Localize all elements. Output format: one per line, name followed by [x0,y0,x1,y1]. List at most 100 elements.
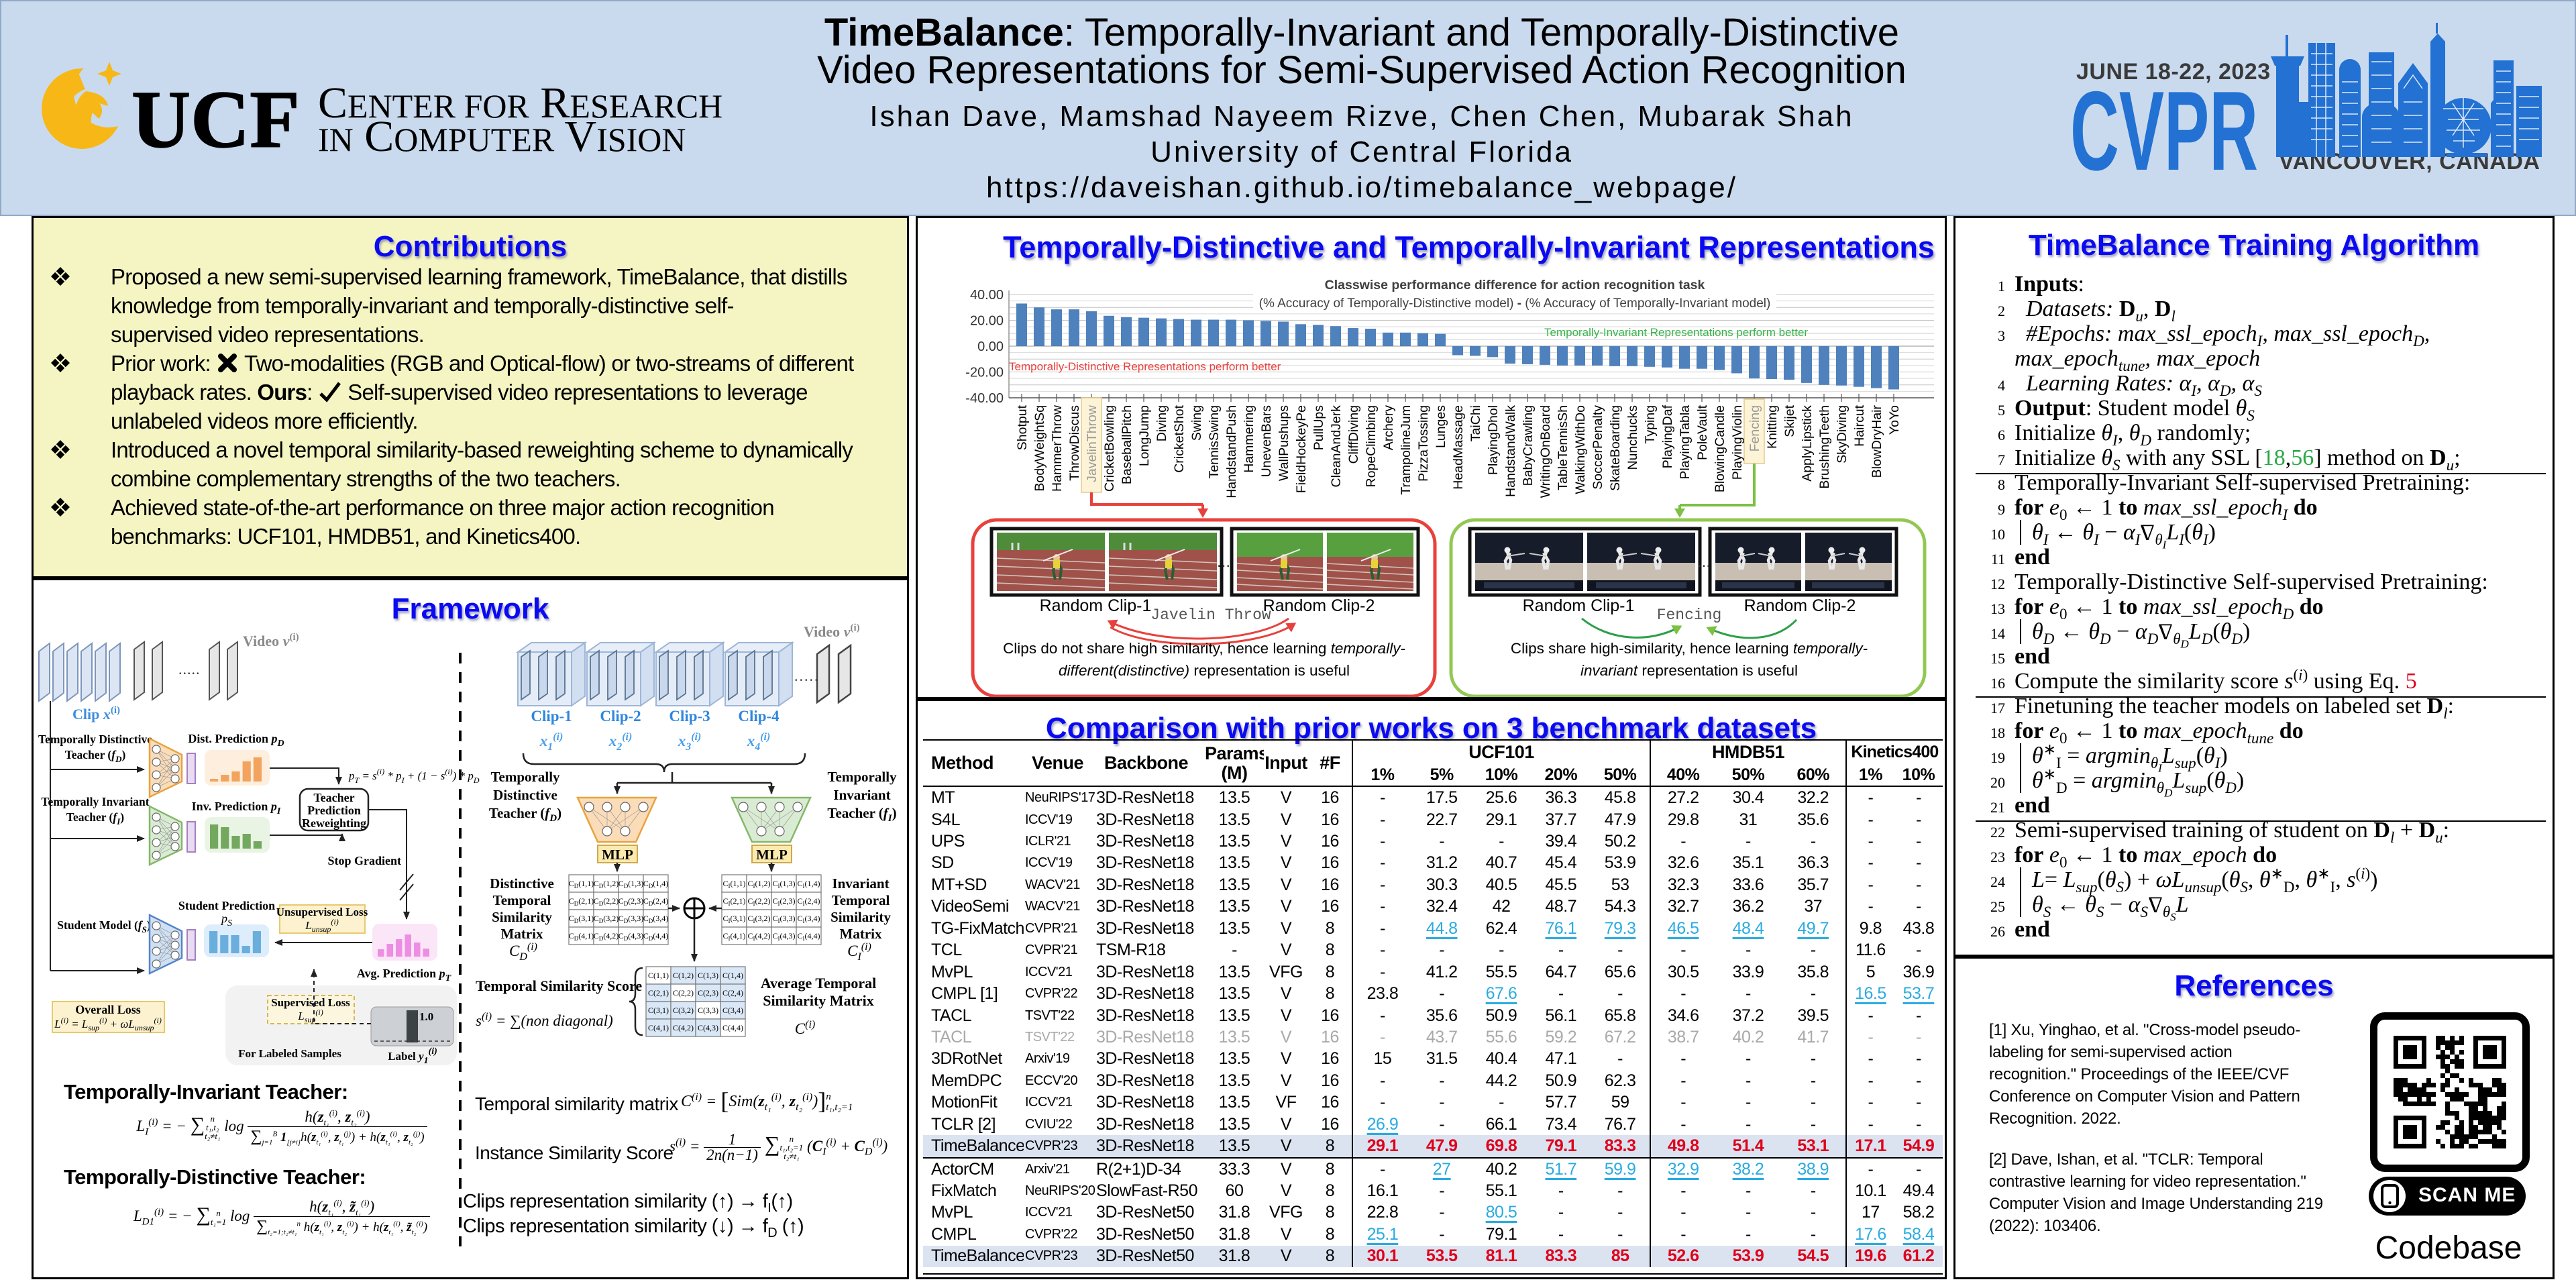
svg-text:Matrix: Matrix [501,926,543,942]
svg-text:TableTennisSh: TableTennisSh [1556,405,1570,490]
svg-text:(% Accuracy of Temporally-Dist: (% Accuracy of Temporally-Distinctive mo… [1259,297,1771,311]
svg-text:TennisSwing: TennisSwing [1207,405,1222,478]
svg-text:WritingOnBoard: WritingOnBoard [1538,405,1553,498]
svg-text:Avg. Prediction pT: Avg. Prediction pT [357,967,452,983]
svg-text:Nunchucks: Nunchucks [1625,405,1640,470]
svg-text:Teacher (fI): Teacher (fI) [827,805,896,824]
svg-text:-20.00: -20.00 [965,366,1004,380]
svg-text:Swing: Swing [1189,405,1204,441]
svg-text:CD(1,1): CD(1,1) [569,879,594,890]
svg-text:BodyWeightSq: BodyWeightSq [1032,405,1047,492]
svg-text:Shotput: Shotput [1015,405,1030,450]
svg-text:CD(2,4): CD(2,4) [643,896,669,907]
svg-text:Clip-1: Clip-1 [531,708,572,724]
svg-text:PlayingDaf: PlayingDaf [1660,405,1675,468]
svg-text:Overall Loss: Overall Loss [75,1003,141,1016]
svg-text:Temporally: Temporally [490,769,560,785]
svg-text:CD(3,4): CD(3,4) [643,914,669,924]
svg-text:PlayingTabla: PlayingTabla [1678,405,1693,480]
svg-text:0.00: 0.00 [977,339,1004,354]
svg-text:C(3,4): C(3,4) [722,1006,743,1015]
svg-text:Temporally Distinctive: Temporally Distinctive [38,733,152,746]
svg-text:Supervised Loss: Supervised Loss [271,996,350,1009]
svg-text:ApplyLipstick: ApplyLipstick [1800,405,1815,482]
svg-text:.....: ..... [178,661,201,678]
svg-text:CI(2,2): CI(2,2) [747,896,770,907]
svg-text:s(i) = ∑(non diagonal): s(i) = ∑(non diagonal) [476,1011,613,1029]
svg-text:Clip x(i): Clip x(i) [72,705,120,722]
svg-text:CI(4,2): CI(4,2) [747,931,770,942]
svg-text:C(4,2): C(4,2) [673,1023,694,1032]
svg-text:CricketShot: CricketShot [1172,405,1187,472]
svg-text:BrushingTeeth: BrushingTeeth [1817,405,1832,489]
svg-text:CI(1,3): CI(1,3) [772,879,795,890]
svg-text:Student Model (fS): Student Model (fS) [57,918,151,934]
svg-text:Distinctive: Distinctive [493,787,557,803]
svg-text:CI(3,3): CI(3,3) [772,914,795,924]
svg-text:CI(2,1): CI(2,1) [722,896,745,907]
svg-text:Lunges: Lunges [1434,405,1448,448]
svg-text:CD(4,1): CD(4,1) [569,931,594,942]
svg-text:Diving: Diving [1155,405,1169,441]
svg-text:Temporally Invariant: Temporally Invariant [41,795,149,808]
svg-text:pT = s(i) * pI + (1 − s(i)) *: pT = s(i) * pI + (1 − s(i)) * pD [348,767,480,785]
svg-text:SoccerPenalty: SoccerPenalty [1591,405,1605,490]
svg-text:CI(i): CI(i) [847,941,871,963]
svg-text:Invariant: Invariant [832,875,889,892]
svg-text:Reweighting: Reweighting [302,816,366,830]
svg-text:Clip-2: Clip-2 [600,708,641,724]
svg-text:BlowingCandle: BlowingCandle [1713,405,1727,492]
svg-text:Matrix: Matrix [840,926,882,942]
svg-text:C(4,1): C(4,1) [648,1023,669,1032]
svg-text:CI(4,1): CI(4,1) [722,931,745,942]
svg-text:Dist. Prediction pD: Dist. Prediction pD [188,732,284,749]
svg-text:MLP: MLP [756,847,788,863]
svg-text:Haircut: Haircut [1852,405,1867,446]
svg-text:x4(i): x4(i) [747,731,771,753]
svg-text:Stop Gradient: Stop Gradient [327,854,401,867]
svg-text:Classwise performance differen: Classwise performance difference for act… [1325,278,1705,292]
svg-text:CD(2,3): CD(2,3) [619,896,644,907]
svg-text:CD(1,2): CD(1,2) [594,879,619,890]
svg-text:Temporal Similarity Score: Temporal Similarity Score [476,977,642,994]
svg-text:Prediction: Prediction [307,804,361,817]
svg-text:CI(3,1): CI(3,1) [722,914,745,924]
svg-text:CI(1,2): CI(1,2) [747,879,770,890]
svg-text:Temporally-Invariant Represent: Temporally-Invariant Representations per… [1544,326,1808,339]
svg-text:RopeClimbing: RopeClimbing [1364,405,1379,487]
svg-text:CD(3,3): CD(3,3) [619,914,644,924]
svg-text:HandstandWalk: HandstandWalk [1503,405,1518,497]
svg-text:CI(1,1): CI(1,1) [722,879,745,890]
svg-text:CI(3,4): CI(3,4) [797,914,820,924]
svg-text:Teacher (fI): Teacher (fI) [66,810,124,826]
svg-text:C(2,2): C(2,2) [673,988,694,998]
svg-text:x1(i): x1(i) [539,731,564,753]
svg-text:Temporally: Temporally [827,769,897,785]
svg-text:Video v(i): Video v(i) [804,623,860,640]
svg-text:CI(4,4): CI(4,4) [797,931,820,942]
svg-text:Skijet: Skijet [1782,405,1797,437]
svg-text:...: ... [1217,553,1230,571]
svg-text:Teacher: Teacher [313,791,354,804]
svg-text:CD(2,1): CD(2,1) [569,896,594,907]
svg-text:20.00: 20.00 [970,314,1004,329]
svg-text:Student Prediction: Student Prediction [178,899,275,912]
svg-text:Fencing: Fencing [1748,405,1762,451]
svg-text:C(4,3): C(4,3) [698,1023,718,1032]
svg-text:Temporal: Temporal [493,892,551,908]
svg-text:CD(4,3): CD(4,3) [619,931,644,942]
svg-text:CD(i): CD(i) [509,941,537,963]
svg-text:Temporal: Temporal [832,892,890,908]
svg-text:-40.00: -40.00 [965,391,1004,406]
svg-text:For Labeled Samples: For Labeled Samples [238,1047,341,1060]
svg-text:x2(i): x2(i) [608,731,633,753]
svg-text:CD(1,3): CD(1,3) [619,879,644,890]
svg-text:C(3,1): C(3,1) [648,1006,669,1015]
svg-text:Archery: Archery [1381,405,1396,450]
svg-text:C(1,3): C(1,3) [698,971,718,980]
svg-text:CD(4,2): CD(4,2) [594,931,619,942]
svg-text:Average Temporal: Average Temporal [761,975,877,991]
svg-text:Similarity Matrix: Similarity Matrix [763,992,874,1009]
svg-text:CricketBowling: CricketBowling [1102,405,1117,492]
svg-text:Random Clip-2: Random Clip-2 [1744,596,1856,615]
